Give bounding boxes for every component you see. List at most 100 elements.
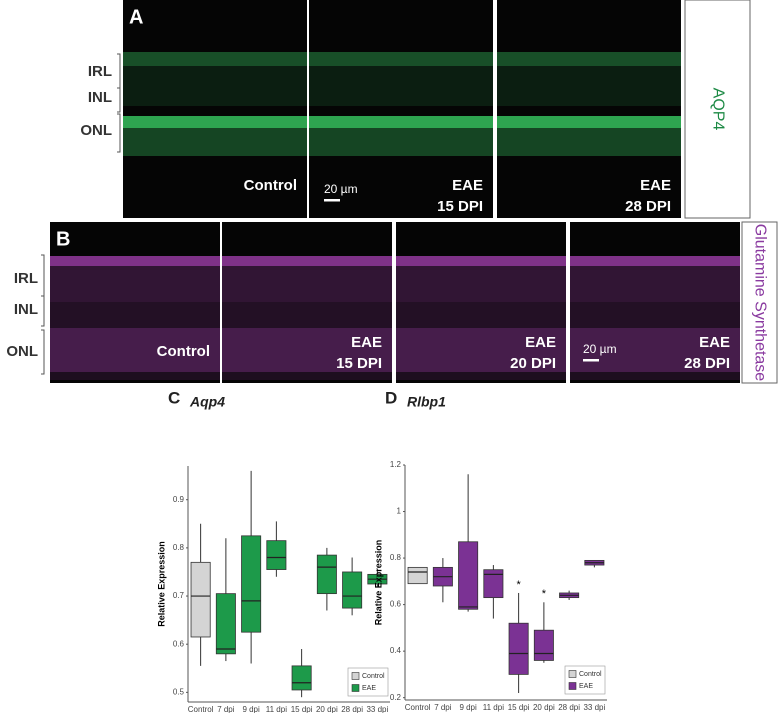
y-tick-label: 0.8 (173, 543, 185, 552)
tissue-band (497, 66, 681, 106)
chart-title: Aqp4 (189, 394, 225, 410)
legend-label: EAE (362, 685, 376, 692)
scale-bar (324, 199, 340, 202)
bracket (117, 53, 121, 89)
legend-label: Control (362, 673, 385, 680)
tissue-band (123, 66, 307, 106)
x-tick-label: 11 dpi (483, 703, 504, 712)
x-tick-label: 9 dpi (242, 705, 260, 713)
tissue-band (50, 256, 220, 266)
tissue-band (222, 302, 392, 328)
y-tick-label: 0.7 (173, 591, 185, 600)
image-label: Control (244, 177, 297, 194)
box (215, 593, 236, 655)
image-label: EAE (351, 334, 382, 351)
image-label: 28 DPI (684, 355, 730, 372)
box (291, 665, 312, 691)
tissue-band (570, 256, 740, 266)
micrograph (50, 222, 220, 383)
y-tick-label: 0.2 (390, 693, 402, 702)
x-tick-label: 11 dpi (266, 705, 287, 713)
stain-box (684, 0, 751, 219)
tissue-band (570, 372, 740, 380)
tissue-band (396, 266, 566, 302)
tissue-band (50, 328, 220, 372)
tissue-band (396, 372, 566, 380)
tissue-band (497, 52, 681, 66)
tissue-band (50, 266, 220, 302)
tissue-band (396, 302, 566, 328)
legend-swatch (351, 684, 360, 692)
image-label: EAE (525, 334, 556, 351)
layer-label: ONL (80, 122, 112, 139)
tissue-band (309, 116, 493, 128)
y-tick-label: 0.5 (173, 687, 185, 696)
y-tick-label: 0.8 (390, 553, 402, 562)
panel-letter: B (56, 228, 70, 250)
layer-label: INL (14, 301, 38, 318)
annotation: * (542, 588, 547, 600)
bracket (41, 254, 45, 297)
y-axis-label: Relative Expression (156, 541, 166, 627)
panel-letter: D (385, 388, 397, 407)
tissue-band (309, 66, 493, 106)
tissue-band (570, 266, 740, 302)
scale-bar (583, 359, 599, 362)
annotation: * (516, 579, 521, 591)
micrograph (123, 0, 307, 218)
x-tick-label: 15 dpi (291, 705, 313, 713)
bracket (41, 295, 45, 327)
box (190, 561, 211, 638)
y-tick-label: 0.6 (173, 639, 185, 648)
y-tick-label: 1.2 (390, 460, 402, 469)
box (508, 622, 529, 675)
micrograph (222, 222, 392, 383)
micrograph (497, 0, 681, 218)
layer-label: INL (88, 89, 112, 106)
image-label: Control (157, 343, 210, 360)
scale-bar-label: 20 µm (324, 182, 358, 196)
micrograph (570, 222, 740, 383)
stain-box (741, 221, 778, 384)
layer-label: IRL (14, 270, 38, 287)
tissue-band (50, 372, 220, 380)
x-tick-label: Control (188, 705, 214, 713)
box (342, 571, 363, 609)
tissue-band (396, 328, 566, 372)
tissue-band (123, 116, 307, 128)
image-label: 20 DPI (510, 355, 556, 372)
x-tick-label: 15 dpi (508, 703, 530, 712)
box (266, 540, 287, 570)
image-label: 15 DPI (336, 355, 382, 372)
tissue-band (396, 256, 566, 266)
tissue-band (123, 128, 307, 156)
image-label: EAE (699, 334, 730, 351)
chart-title: Rlbp1 (407, 394, 446, 410)
tissue-band (222, 256, 392, 266)
x-tick-label: Control (405, 703, 431, 712)
bracket (41, 329, 45, 375)
scale-bar-label: 20 µm (583, 342, 617, 356)
y-tick-label: 0.6 (390, 600, 402, 609)
box (533, 629, 554, 661)
tissue-band (222, 372, 392, 380)
bracket (117, 113, 121, 153)
legend-label: Control (579, 671, 602, 678)
box (458, 541, 479, 610)
layer-label: ONL (6, 343, 38, 360)
box (407, 566, 428, 585)
micrograph (309, 0, 493, 218)
tissue-band (570, 302, 740, 328)
y-tick-label: 1 (397, 507, 402, 516)
panel-letter: A (129, 6, 143, 28)
y-tick-label: 0.4 (390, 646, 402, 655)
image-label: 15 DPI (437, 198, 483, 215)
x-tick-label: 9 dpi (459, 703, 477, 712)
micrograph (396, 222, 566, 383)
tissue-band (50, 302, 220, 328)
image-label: 28 DPI (625, 198, 671, 215)
x-tick-label: 33 dpi (583, 703, 605, 712)
image-label: EAE (640, 177, 671, 194)
layer-label: IRL (88, 63, 112, 80)
